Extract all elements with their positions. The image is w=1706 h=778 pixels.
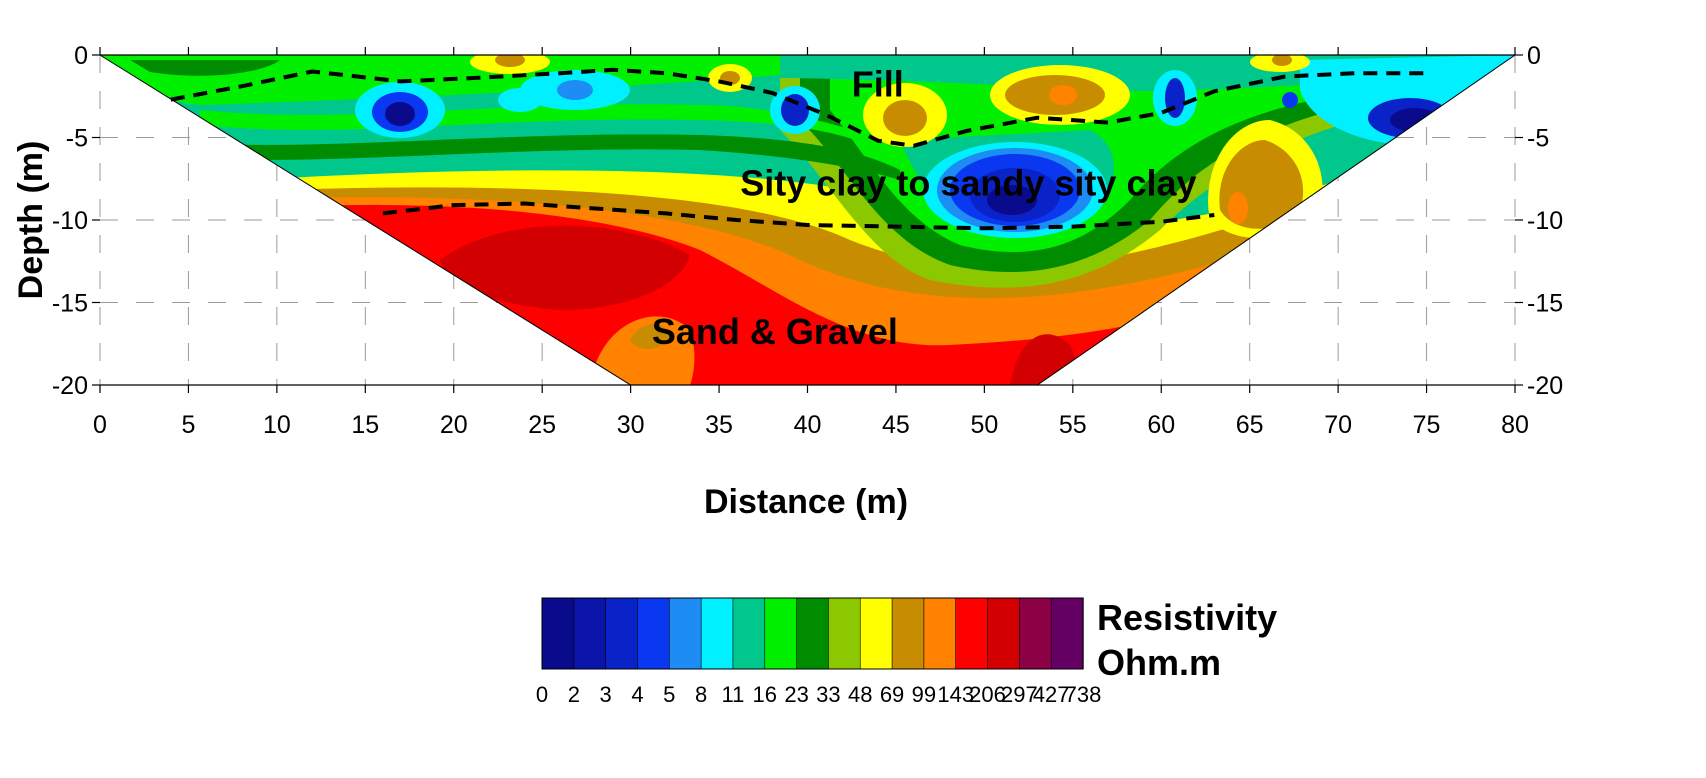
zone-label: Sity clay to sandy sity clay: [740, 162, 1196, 203]
zone-label: Fill: [852, 63, 904, 104]
colorbar-swatch: [573, 597, 607, 670]
colorbar-swatch: [796, 597, 830, 670]
colorbar-swatch: [668, 597, 702, 670]
zone-annotations: Fill Sity clay to sandy sity clay Sand & G…: [652, 63, 1197, 352]
x-tick-label: 0: [93, 411, 107, 439]
x-axis-title: Distance (m): [704, 483, 908, 521]
colorbar-level-label: 33: [816, 682, 840, 707]
y-tick-label-left: -5: [66, 125, 88, 153]
x-tick-label: 50: [970, 411, 998, 439]
x-tick-label: 40: [794, 411, 822, 439]
colorbar-level-label: 99: [912, 682, 936, 707]
boundary-fill-base: [170, 67, 1427, 148]
ochre-high-4: [1272, 55, 1292, 66]
colorbar-swatch: [891, 597, 925, 670]
x-tick-label: 20: [440, 411, 468, 439]
y-tick-label-right: 0: [1527, 42, 1541, 70]
y-tick-label-left: -15: [52, 290, 88, 318]
y-tick-label-left: -20: [52, 372, 88, 400]
colorbar-level-label: 427: [1033, 682, 1070, 707]
y-tick-label-right: -15: [1527, 290, 1563, 318]
zone-label: Sand & Gravel: [652, 311, 898, 352]
colorbar-level-label: 5: [663, 682, 675, 707]
low-core-darkest: [987, 185, 1037, 215]
colorbar-level-label: 3: [600, 682, 612, 707]
upper-darkgreen-strip: [130, 60, 280, 76]
x-tick-label: 25: [528, 411, 556, 439]
x-tick-label: 45: [882, 411, 910, 439]
colorbar-swatch: [1050, 597, 1084, 670]
colorbar-level-label: 206: [969, 682, 1006, 707]
ochre-lens: [630, 324, 670, 350]
colorbar-swatch: [605, 597, 639, 670]
orange-high-2: [1049, 85, 1077, 105]
x-tick-label: 80: [1501, 411, 1529, 439]
colorbar-swatch: [987, 597, 1021, 670]
orange-right-spot: [1228, 192, 1248, 224]
colorbar-swatch: [541, 597, 575, 670]
x-tick-label: 35: [705, 411, 733, 439]
y-tick-labels-right: 0 -5 -10 -15 -20: [1527, 42, 1563, 400]
band-dark-red-core: [440, 225, 690, 310]
green-strip-under-fill: [150, 134, 900, 180]
y-axis-title: Depth (m): [12, 141, 50, 300]
colorbar-level-label: 69: [880, 682, 904, 707]
small-blue-spot: [1282, 92, 1298, 108]
x-tick-label: 65: [1236, 411, 1264, 439]
x-tick-label: 70: [1324, 411, 1352, 439]
colorbar-level-label: 48: [848, 682, 872, 707]
colorbar-swatch: [923, 597, 957, 670]
colorbar-swatch: [637, 597, 670, 670]
colorbar-level-label: 8: [695, 682, 707, 707]
x-tick-label: 5: [181, 411, 195, 439]
y-tick-label-left: 0: [74, 42, 88, 70]
x-tick-label: 60: [1147, 411, 1175, 439]
x-tick-label: 55: [1059, 411, 1087, 439]
x-tick-label: 75: [1413, 411, 1441, 439]
upper-green-band: [100, 55, 780, 105]
colorbar-level-label: 4: [631, 682, 643, 707]
legend-title-line2: Ohm.m: [1097, 642, 1221, 683]
navy-low-1: [385, 102, 415, 126]
colorbar-swatch: [859, 597, 893, 670]
colorbar-level-label: 23: [784, 682, 808, 707]
layer-boundaries: [170, 67, 1427, 231]
colorbar-level-label: 297: [1001, 682, 1038, 707]
cyan-low-3: [498, 88, 542, 112]
colorbar-level-label: 738: [1065, 682, 1102, 707]
y-tick-label-left: -10: [52, 207, 88, 235]
colorbar-swatch: [828, 597, 861, 670]
colorbar-swatch: [1019, 597, 1052, 670]
x-tick-label: 30: [617, 411, 645, 439]
colorbar-level-label: 16: [753, 682, 777, 707]
ochre-high-3: [495, 55, 525, 67]
y-tick-label-right: -5: [1527, 125, 1549, 153]
x-tick-label: 15: [351, 411, 379, 439]
blue-low-2: [557, 80, 593, 100]
colorbar-level-label: 0: [536, 682, 548, 707]
colorbar-swatch: [764, 597, 798, 670]
y-tick-label-right: -20: [1527, 372, 1563, 400]
colorbar-level-label: 11: [722, 682, 745, 707]
colorbar-swatch: [700, 597, 734, 670]
x-tick-label: 10: [263, 411, 291, 439]
colorbar-level-label: 143: [937, 682, 974, 707]
x-tick-labels: 0 5 10 15 20 25 30 35 40 45 50 55 60 65 70 75 80: [93, 411, 1529, 439]
colorbar-frame: [541, 597, 1084, 670]
y-tick-labels-left: 0 -5 -10 -15 -20: [52, 42, 88, 400]
ochre-high-1: [883, 100, 927, 136]
navy-low-3: [781, 94, 809, 126]
y-tick-label-right: -10: [1527, 207, 1563, 235]
colorbar-swatch: [732, 597, 766, 670]
colorbar-level-label: 2: [568, 682, 580, 707]
colorbar-swatch: [955, 597, 989, 670]
legend-title-line1: Resistivity: [1097, 597, 1277, 638]
axes: [92, 47, 1523, 393]
